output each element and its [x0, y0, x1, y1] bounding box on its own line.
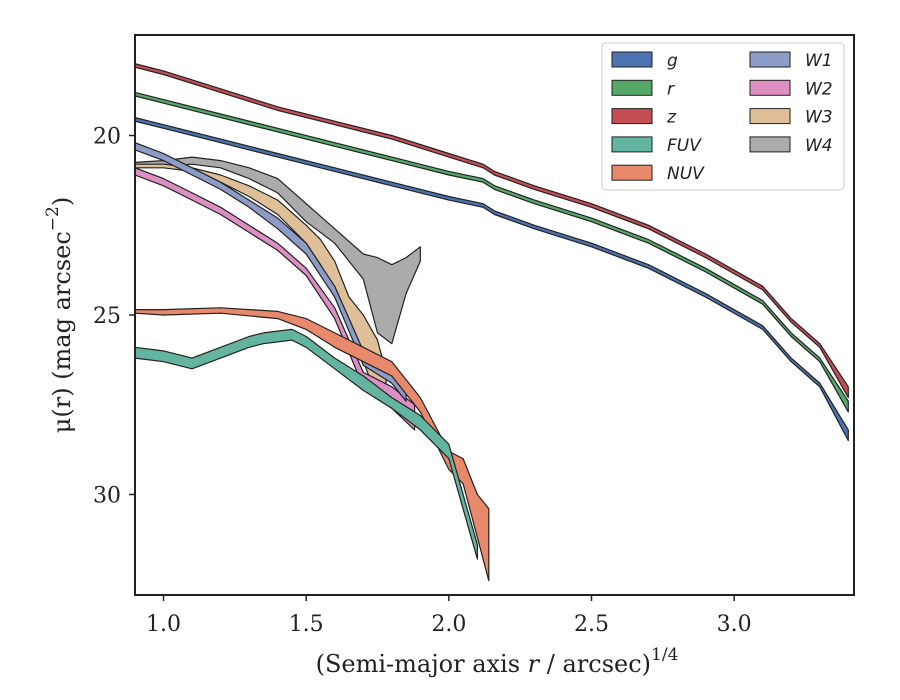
legend-swatch-W4: [749, 136, 791, 153]
x-axis-label: (Semi-major axis r / arcsec)1/4: [316, 645, 679, 678]
y-axis-ticks: 20 25 30: [93, 125, 135, 508]
x-tick-label: 2.0: [431, 612, 466, 637]
band-z: [135, 63, 849, 399]
band-NUV: [135, 307, 490, 582]
y-tick-label: 30: [93, 483, 121, 508]
legend-swatch-W1: [749, 51, 791, 68]
x-tick-label: 1.5: [289, 612, 324, 637]
legend-label-g: g: [667, 51, 678, 71]
legend-label-W2: W2: [805, 79, 833, 99]
legend-label-FUV: FUV: [667, 136, 702, 156]
legend-label-W4: W4: [805, 136, 833, 156]
x-tick-label: 2.5: [574, 612, 609, 637]
band-r: [135, 91, 849, 413]
y-tick-label: 25: [93, 304, 121, 329]
x-tick-label: 1.0: [146, 612, 181, 637]
profile-bands: [135, 63, 849, 582]
legend: grz FUV NUV W1 W2 W3 W4: [601, 42, 845, 191]
legend-label-W1: W1: [805, 51, 833, 71]
legend-swatch-W3: [749, 108, 791, 125]
legend-label-W3: W3: [805, 108, 833, 128]
legend-swatch-z: [611, 108, 653, 125]
x-axis-ticks: 1.0 1.5 2.0 2.5 3.0: [146, 595, 752, 637]
band-FUV: [135, 328, 478, 560]
legend-swatch-g: [611, 51, 653, 68]
band-W4: [135, 156, 421, 345]
legend-label-NUV: NUV: [667, 164, 705, 184]
legend-label-r: r: [667, 79, 675, 99]
legend-swatch-FUV: [611, 136, 653, 153]
band-W1: [135, 142, 407, 402]
legend-swatch-r: [611, 79, 653, 96]
band-g: [135, 116, 849, 442]
y-tick-label: 20: [93, 125, 121, 150]
legend-box: [601, 42, 845, 191]
legend-swatch-W2: [749, 79, 791, 96]
legend-label-z: z: [666, 108, 677, 128]
legend-swatch-NUV: [611, 164, 653, 181]
y-axis-label: μ(r) (mag arcsec−2): [43, 197, 76, 433]
x-tick-label: 3.0: [717, 612, 752, 637]
